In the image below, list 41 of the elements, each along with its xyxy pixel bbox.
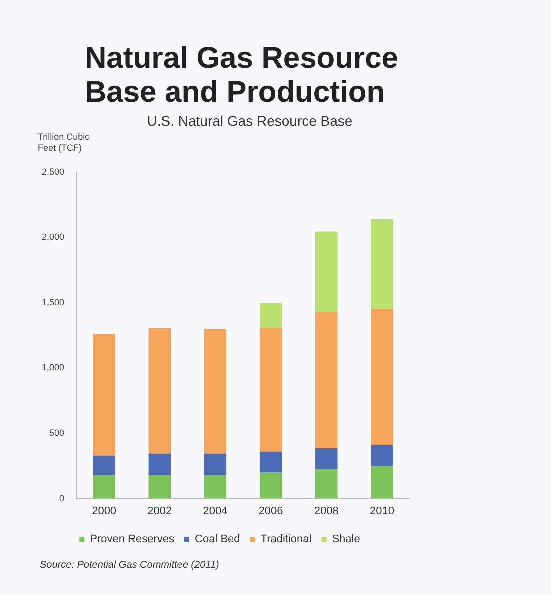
bar <box>371 308 394 446</box>
x-tick-label: 2006 <box>258 505 284 518</box>
x-tick-label: 2000 <box>92 505 117 518</box>
source-note: Source: Potential Gas Committee (2011) <box>40 560 220 571</box>
y-axis-title: Trillion Cubic Feet (TCF) <box>38 132 91 154</box>
legend-label: Shale <box>332 534 360 546</box>
bar <box>260 328 282 452</box>
bar <box>260 452 282 473</box>
bar <box>260 302 282 328</box>
bar <box>93 456 116 476</box>
bar <box>148 475 172 499</box>
bar <box>204 475 227 499</box>
bar <box>260 472 282 499</box>
legend-label: Coal Bed <box>195 534 240 546</box>
chart-subtitle: U.S. Natural Gas Resource Base <box>146 113 354 129</box>
x-tick-label: 2008 <box>314 505 339 518</box>
y-tick-label: 2,500 <box>42 166 65 177</box>
y-tick-label: 500 <box>49 428 65 438</box>
y-tick-label: 2,000 <box>42 232 65 242</box>
chart-title: Natural Gas Resource Base and Production <box>85 42 400 110</box>
bar <box>316 312 338 449</box>
bar <box>148 454 172 476</box>
bar <box>204 454 227 476</box>
bar <box>93 334 116 456</box>
bar <box>93 475 116 499</box>
bar <box>316 469 338 499</box>
x-tick-label: 2002 <box>148 505 172 518</box>
bar <box>371 466 394 499</box>
y-tick-label: 1,500 <box>42 297 65 308</box>
bar <box>316 448 338 470</box>
bar <box>371 445 394 466</box>
legend-label: Traditional <box>260 534 312 546</box>
x-tick-label: 2010 <box>370 505 394 518</box>
x-tick-label: 2004 <box>203 505 228 518</box>
y-tick-label: 1,000 <box>42 362 65 373</box>
y-tick-label: 0 <box>60 493 65 504</box>
legend-label: Proven Reserves <box>90 534 176 546</box>
bar <box>371 219 394 309</box>
bar <box>148 328 172 454</box>
bar <box>204 329 227 454</box>
bar <box>316 232 338 312</box>
